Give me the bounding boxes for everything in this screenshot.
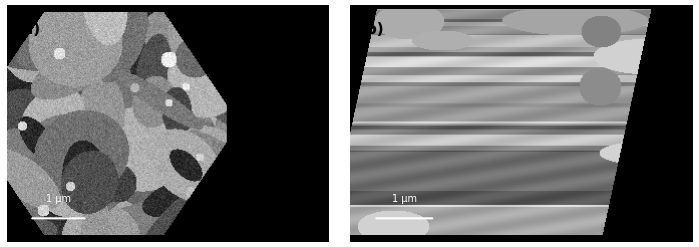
Text: (a): (a) xyxy=(17,21,41,37)
Text: (b): (b) xyxy=(360,21,384,37)
Text: 1 μm: 1 μm xyxy=(46,194,71,204)
Text: 1 μm: 1 μm xyxy=(392,194,417,204)
